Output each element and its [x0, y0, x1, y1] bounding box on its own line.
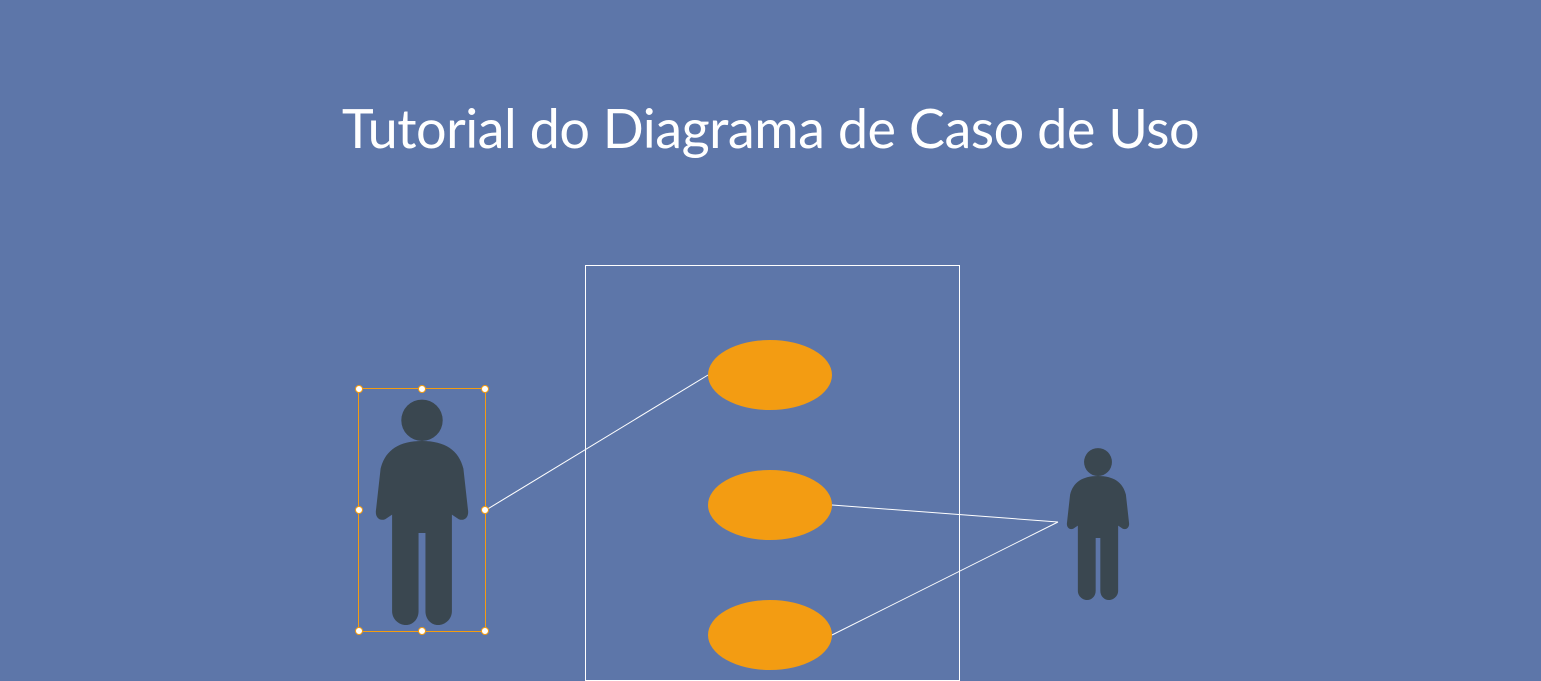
selection-handle[interactable]: [418, 385, 426, 393]
selection-handle[interactable]: [418, 627, 426, 635]
usecase-ellipse[interactable]: [708, 600, 832, 670]
diagram-title: Tutorial do Diagrama de Caso de Uso: [0, 95, 1541, 160]
selection-handle[interactable]: [355, 385, 363, 393]
selection-handle[interactable]: [481, 627, 489, 635]
usecase-ellipse[interactable]: [708, 470, 832, 540]
selection-handle[interactable]: [481, 506, 489, 514]
selection-handle[interactable]: [481, 385, 489, 393]
actor-right[interactable]: [1058, 445, 1138, 600]
selection-box[interactable]: [358, 388, 486, 632]
usecase-ellipse[interactable]: [708, 340, 832, 410]
selection-handle[interactable]: [355, 627, 363, 635]
selection-handle[interactable]: [355, 506, 363, 514]
diagram-canvas: Tutorial do Diagrama de Caso de Uso: [0, 0, 1541, 681]
person-icon: [1058, 445, 1138, 600]
